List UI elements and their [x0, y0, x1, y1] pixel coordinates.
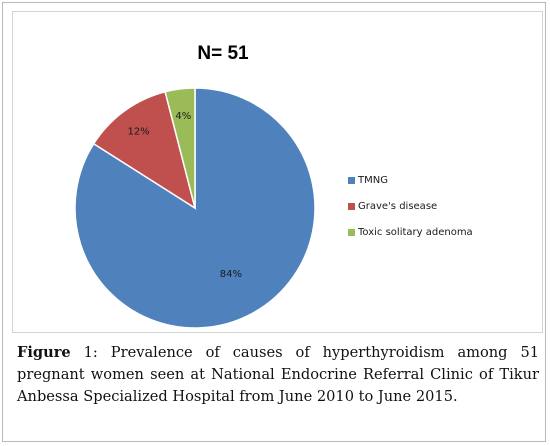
legend-item-toxic-solitary-adenoma: Toxic solitary adenoma	[348, 219, 473, 245]
chart-title: N= 51	[197, 43, 249, 64]
pie-slice-grave-s-disease	[92, 90, 197, 210]
data-label-tmng: 84%	[220, 269, 242, 280]
legend-item-graves-disease: Grave's disease	[348, 193, 473, 219]
legend-item-tmng: TMNG	[348, 167, 473, 193]
figure-frame: 84% 12% 4% N= 51 TMNG Grave's disease Toxi…	[2, 2, 546, 442]
legend-label: Grave's disease	[358, 200, 438, 212]
figure-caption: Figure 1: Prevalence of causes of hypert…	[17, 342, 539, 408]
legend-swatch	[348, 228, 355, 236]
caption-figure-number: 1:	[83, 344, 98, 361]
pie-slice-toxic-solitary-adenoma	[164, 87, 196, 209]
pie-chart: 84% 12% 4%	[74, 87, 316, 329]
caption-figure-label: Figure	[17, 344, 71, 361]
caption-text: Prevalence of causes of hyperthyroidism …	[17, 344, 540, 405]
legend-label: TMNG	[358, 174, 388, 186]
chart-area: 84% 12% 4% N= 51 TMNG Grave's disease Toxi…	[12, 11, 543, 333]
data-label-grave-s-disease: 12%	[127, 126, 149, 137]
legend-swatch	[348, 176, 355, 184]
legend-label: Toxic solitary adenoma	[358, 226, 473, 238]
data-label-toxic-solitary-adenoma: 4%	[175, 111, 191, 122]
legend-swatch	[348, 202, 355, 210]
legend: TMNG Grave's disease Toxic solitary aden…	[348, 167, 473, 245]
